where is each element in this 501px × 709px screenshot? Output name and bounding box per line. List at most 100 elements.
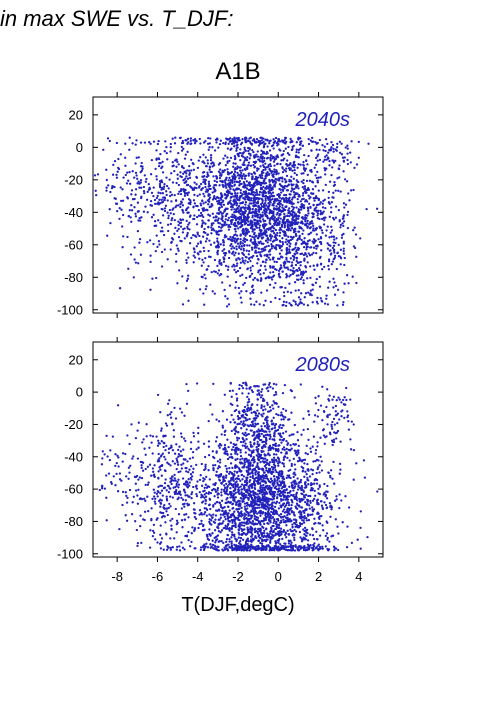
data-point xyxy=(295,183,298,186)
data-point xyxy=(239,189,242,192)
data-point xyxy=(193,234,197,237)
data-point xyxy=(310,246,313,249)
data-point xyxy=(282,481,286,484)
data-point xyxy=(176,160,179,164)
data-point xyxy=(303,546,307,550)
data-point xyxy=(250,172,253,176)
data-point xyxy=(274,246,277,249)
data-point xyxy=(281,180,284,183)
data-point xyxy=(333,251,336,254)
data-point xyxy=(227,265,230,268)
data-point xyxy=(254,476,257,480)
data-point xyxy=(249,545,252,548)
data-point xyxy=(167,214,170,217)
data-point xyxy=(164,140,167,143)
data-point xyxy=(307,188,311,192)
data-point xyxy=(173,218,176,222)
data-point xyxy=(272,512,275,515)
data-point xyxy=(291,484,294,487)
data-point xyxy=(273,207,276,210)
data-point xyxy=(255,190,258,194)
data-point xyxy=(306,261,309,264)
data-point xyxy=(198,522,201,526)
data-point xyxy=(243,521,246,524)
data-point xyxy=(253,165,257,168)
data-point xyxy=(188,221,191,224)
data-point xyxy=(201,186,204,190)
data-point xyxy=(264,481,267,485)
data-point xyxy=(291,205,294,208)
data-point xyxy=(171,165,174,168)
y-tick-label: 20 xyxy=(69,107,83,122)
data-point xyxy=(279,202,282,205)
data-point xyxy=(302,303,306,306)
data-point xyxy=(308,293,312,296)
data-point xyxy=(301,206,304,209)
data-point xyxy=(334,148,337,151)
data-point xyxy=(118,287,122,290)
data-point xyxy=(268,149,272,152)
data-point xyxy=(293,253,297,256)
data-point xyxy=(331,143,335,147)
data-point xyxy=(321,507,325,511)
data-point xyxy=(248,206,251,209)
data-point xyxy=(292,161,295,165)
data-point xyxy=(275,172,278,175)
data-point xyxy=(216,244,220,247)
data-point xyxy=(233,191,237,195)
data-point xyxy=(256,493,259,496)
data-point xyxy=(184,138,187,142)
data-point xyxy=(332,147,335,150)
data-point xyxy=(177,204,180,207)
data-point xyxy=(332,235,335,238)
data-point xyxy=(297,151,300,154)
data-point xyxy=(317,466,320,469)
data-point xyxy=(184,177,187,180)
data-point xyxy=(228,140,232,143)
data-point xyxy=(233,198,236,201)
data-point xyxy=(209,158,213,162)
data-point xyxy=(208,166,212,169)
data-point xyxy=(233,268,236,271)
data-point xyxy=(173,169,176,173)
data-point xyxy=(324,183,327,187)
data-point xyxy=(196,233,199,236)
data-point xyxy=(284,196,288,199)
data-point xyxy=(175,181,178,185)
data-point xyxy=(281,493,285,496)
data-point xyxy=(301,486,304,489)
data-point xyxy=(209,243,213,246)
data-point xyxy=(238,292,241,295)
data-point xyxy=(331,477,334,480)
data-point xyxy=(303,237,306,240)
data-point xyxy=(249,303,253,306)
data-point xyxy=(269,300,272,304)
data-point xyxy=(317,543,320,546)
data-point xyxy=(270,247,273,250)
data-point xyxy=(322,149,325,152)
data-point xyxy=(275,178,279,181)
data-point xyxy=(302,490,305,493)
data-point xyxy=(292,177,295,180)
data-point xyxy=(283,491,287,494)
data-point xyxy=(203,512,206,516)
data-point xyxy=(130,193,133,196)
data-point xyxy=(327,151,330,154)
data-point xyxy=(332,161,336,164)
data-point xyxy=(128,209,131,212)
data-point xyxy=(218,142,222,146)
data-point xyxy=(281,304,284,307)
data-point xyxy=(253,483,257,486)
data-point xyxy=(179,225,183,228)
data-point xyxy=(331,427,334,430)
data-point xyxy=(269,276,273,279)
data-point xyxy=(255,496,259,499)
data-point xyxy=(359,237,362,240)
data-point xyxy=(140,186,143,189)
data-point xyxy=(303,496,307,499)
data-point xyxy=(132,276,135,279)
data-point xyxy=(247,453,251,456)
data-point xyxy=(286,243,289,246)
data-point xyxy=(288,196,291,199)
data-point xyxy=(177,163,180,166)
